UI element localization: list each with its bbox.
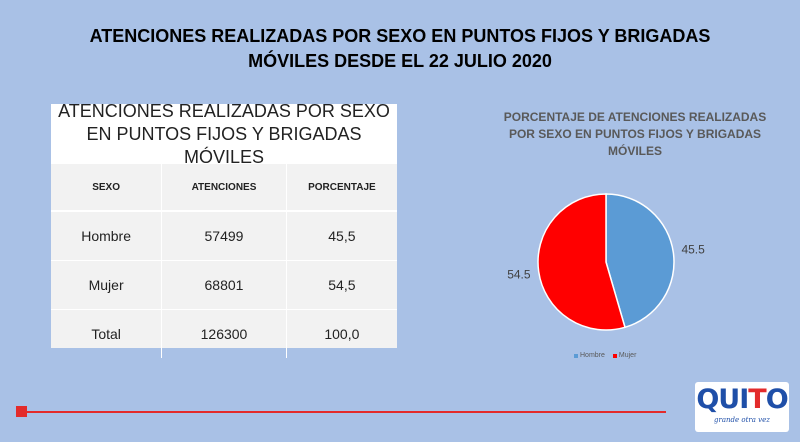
table-header-row: SEXO ATENCIONES PORCENTAJE <box>51 164 397 212</box>
column-header-porcentaje: PORCENTAJE <box>286 164 397 212</box>
table-cell: Mujer <box>51 260 163 310</box>
logo-word-c: O <box>765 384 789 415</box>
slide-title-line-2: MÓVILES DESDE EL 22 JULIO 2020 <box>248 51 552 71</box>
column-header-sexo: SEXO <box>51 164 163 212</box>
pie-label-hombre: 45.5 <box>681 243 705 257</box>
logo-word-a: QUI <box>696 384 749 415</box>
logo-wordmark: QUITO <box>695 382 789 416</box>
logo-tagline: grande otra vez <box>714 416 770 424</box>
legend-label-hombre: Hombre <box>580 352 605 359</box>
pie-slice-mujer <box>537 193 626 331</box>
table-cell: 126300 <box>161 309 287 358</box>
table-cell: 68801 <box>161 260 287 310</box>
data-table: SEXO ATENCIONES PORCENTAJE Hombre 57499 … <box>51 164 397 358</box>
table-row: Mujer 68801 54,5 <box>51 260 397 310</box>
legend-swatch-mujer <box>612 353 617 358</box>
table-cell: 57499 <box>161 210 287 261</box>
footer-accent-line <box>20 411 666 413</box>
legend-item-hombre: Hombre <box>574 352 605 359</box>
table-row: Hombre 57499 45,5 <box>51 210 397 261</box>
pie-slice-hombre <box>605 193 675 329</box>
pie-label-mujer: 54.5 <box>507 267 531 281</box>
table-cell: Hombre <box>51 210 163 261</box>
table-cell: 100,0 <box>286 309 397 358</box>
slide-title-line-1: ATENCIONES REALIZADAS POR SEXO EN PUNTOS… <box>89 26 711 46</box>
legend-label-mujer: Mujer <box>618 352 637 359</box>
legend-swatch-hombre <box>574 353 578 358</box>
table-cell: 54,5 <box>286 260 397 310</box>
chart-legend: Hombre Mujer <box>574 352 636 359</box>
table-title: ATENCIONES REALIZADAS POR SEXO EN PUNTOS… <box>51 101 397 167</box>
slide-title: ATENCIONES REALIZADAS POR SEXO EN PUNTOS… <box>60 24 740 74</box>
pie-chart-title: PORCENTAJE DE ATENCIONES REALIZADAS POR … <box>503 110 767 158</box>
table-row: Total 126300 100,0 <box>51 309 397 358</box>
quito-logo: QUITO grande otra vez <box>695 382 789 432</box>
legend-item-mujer: Mujer <box>612 352 637 359</box>
data-table-panel: ATENCIONES REALIZADAS POR SEXO EN PUNTOS… <box>51 101 397 358</box>
table-cell: Total <box>51 309 163 358</box>
column-header-atenciones: ATENCIONES <box>161 164 287 212</box>
table-cell: 45,5 <box>286 210 397 261</box>
logo-word-b: T <box>748 384 766 415</box>
